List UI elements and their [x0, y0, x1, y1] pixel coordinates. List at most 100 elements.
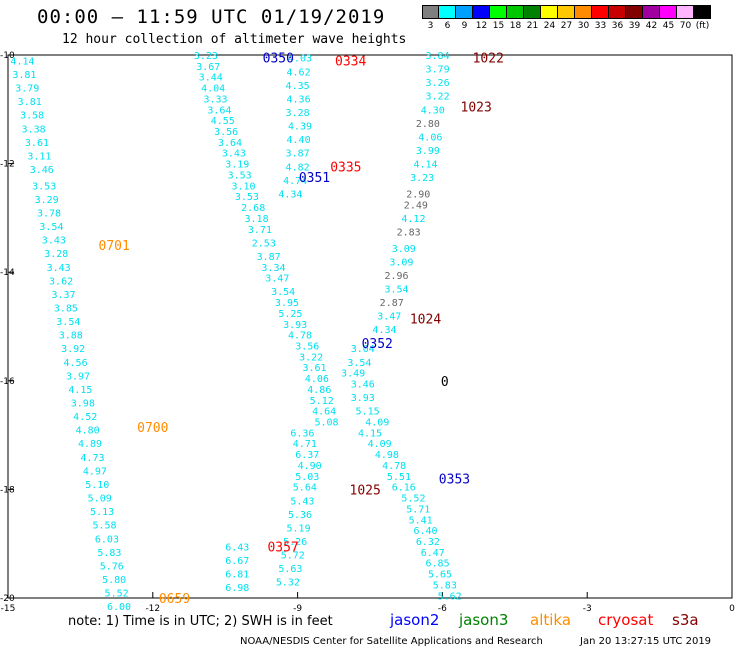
data-point-altika: 3.46: [30, 165, 54, 176]
data-point-altika: 3.81: [18, 97, 42, 108]
scale-swatch: [541, 5, 558, 19]
time-annotation: 0659: [159, 592, 190, 607]
data-point-altika: 5.32: [276, 578, 300, 589]
data-point-cryosat: 5.15: [356, 407, 380, 418]
data-point-altika: 3.38: [22, 124, 46, 135]
data-point-cryosat: 4.40: [287, 135, 311, 146]
data-point-s3a: 4.30: [421, 105, 445, 116]
scale-label: 45: [662, 21, 675, 31]
data-point-altika: 3.18: [245, 214, 269, 225]
data-point-s3a: 3.79: [426, 65, 450, 76]
data-point-s3a: 3.23: [410, 173, 434, 184]
data-point-altika: 4.64: [312, 407, 336, 418]
data-point-altika: 3.61: [25, 138, 49, 149]
scale-label: 21: [526, 21, 539, 31]
time-annotation: 0353: [439, 473, 470, 488]
scale-swatch: [609, 5, 626, 19]
data-point-altika: 4.78: [288, 331, 312, 342]
data-point-cryosat: 5.62: [438, 591, 462, 602]
data-point-cryosat: 3.93: [351, 393, 375, 404]
data-point-altika: 3.81: [12, 70, 36, 81]
data-point-cryosat: 3.87: [286, 149, 310, 160]
legend-s3a: s3a: [672, 611, 699, 629]
data-point-altika: 3.85: [54, 303, 78, 314]
data-point-altika: 5.72: [281, 551, 305, 562]
scale-label: 36: [611, 21, 624, 31]
data-point-s3a: 3.47: [377, 312, 401, 323]
data-point-altika: 6.81: [225, 570, 249, 581]
data-point-altika: 5.76: [100, 561, 124, 572]
data-point-cryosat: 4.36: [287, 94, 311, 105]
data-point-altika: 3.67: [196, 62, 220, 73]
data-point-cryosat: 4.62: [287, 67, 311, 78]
data-point-cryosat: 4.78: [382, 461, 406, 472]
scale-label: 33: [594, 21, 607, 31]
x-tick-label: -6: [438, 604, 447, 614]
data-point-altika: 3.87: [257, 252, 281, 263]
data-point-altika: 3.98: [71, 399, 95, 410]
scale-label: 70: [679, 21, 692, 31]
legend-altika: altika: [530, 611, 572, 629]
data-point-cryosat: 4.03: [288, 54, 312, 65]
data-point-altika: 3.56: [214, 127, 238, 138]
data-point-cryosat: 5.41: [409, 515, 433, 526]
data-point-altika: 5.43: [290, 496, 314, 507]
data-point-cryosat: 5.83: [433, 580, 457, 591]
data-point-cryosat: 4.74: [283, 176, 307, 187]
chart-title: 00:00 – 11:59 UTC 01/19/2019: [37, 6, 386, 28]
data-point-altika: 5.63: [278, 564, 302, 575]
scale-swatch: [592, 5, 609, 19]
scale-label: (ft): [695, 21, 710, 31]
data-point-altika: 3.44: [199, 73, 223, 84]
data-point-altika: 4.89: [78, 439, 102, 450]
y-tick-label: -10: [0, 51, 15, 61]
scale-labels: 3 6 9 12 15 18 21 24 27 30 33 36 39 42 45 70 (ft): [422, 19, 711, 31]
data-point-altika: 3.95: [275, 298, 299, 309]
data-point-s3a: 4.12: [401, 214, 425, 225]
time-annotation: 0352: [362, 337, 393, 352]
data-point-cryosat: 6.40: [413, 526, 437, 537]
time-annotation: 1023: [461, 101, 492, 116]
data-point-s3a: 3.09: [389, 257, 413, 268]
data-point-altika: 6.36: [290, 428, 314, 439]
data-point-altika: 3.23: [194, 51, 218, 62]
legend-jason3: jason3: [459, 611, 509, 629]
data-point-altika: 3.19: [225, 160, 249, 171]
y-tick-label: -14: [0, 268, 15, 278]
data-point-s3a: 3.26: [426, 78, 450, 89]
data-point-s3a-low: 2.83: [397, 227, 421, 238]
data-point-s3a: 4.34: [372, 325, 396, 336]
scale-swatch: [558, 5, 575, 19]
data-point-altika: 5.83: [97, 548, 121, 559]
data-point-altika: 5.25: [278, 309, 302, 320]
wave-height-color-scale: 3 6 9 12 15 18 21 24 27 30 33 36 39 42 45 70 (ft): [422, 5, 711, 31]
x-tick-label: -9: [293, 604, 302, 614]
scale-label: 6: [444, 21, 451, 31]
data-point-s3a: 3.22: [426, 92, 450, 103]
scale-swatch: [677, 5, 694, 19]
data-point-altika: 5.36: [288, 510, 312, 521]
time-annotation: 0701: [99, 239, 130, 254]
scale-swatch: [626, 5, 643, 19]
data-point-cryosat: 6.47: [421, 548, 445, 559]
data-point-altika: 4.97: [83, 466, 107, 477]
time-annotation: 0: [441, 375, 449, 390]
scale-label: 39: [628, 21, 641, 31]
data-point-altika: 6.67: [225, 556, 249, 567]
data-point-altika: 5.12: [310, 396, 334, 407]
timestamp-text: Jan 20 13:27:15 UTC 2019: [580, 636, 712, 647]
data-point-cryosat: 3.04: [351, 344, 375, 355]
data-point-altika: 3.37: [51, 290, 75, 301]
data-point-altika: 3.93: [283, 320, 307, 331]
data-point-altika: 3.56: [295, 342, 319, 353]
data-point-altika: 3.43: [222, 149, 246, 160]
data-point-altika: 3.97: [66, 371, 90, 382]
data-point-altika: 4.86: [307, 385, 331, 396]
data-point-s3a: 3.84: [426, 51, 450, 62]
data-point-s3a-low: 2.96: [384, 271, 408, 282]
data-point-altika: 4.15: [68, 385, 92, 396]
scale-swatch: [524, 5, 541, 19]
x-tick-label: -15: [1, 604, 16, 614]
scale-label: 12: [475, 21, 488, 31]
